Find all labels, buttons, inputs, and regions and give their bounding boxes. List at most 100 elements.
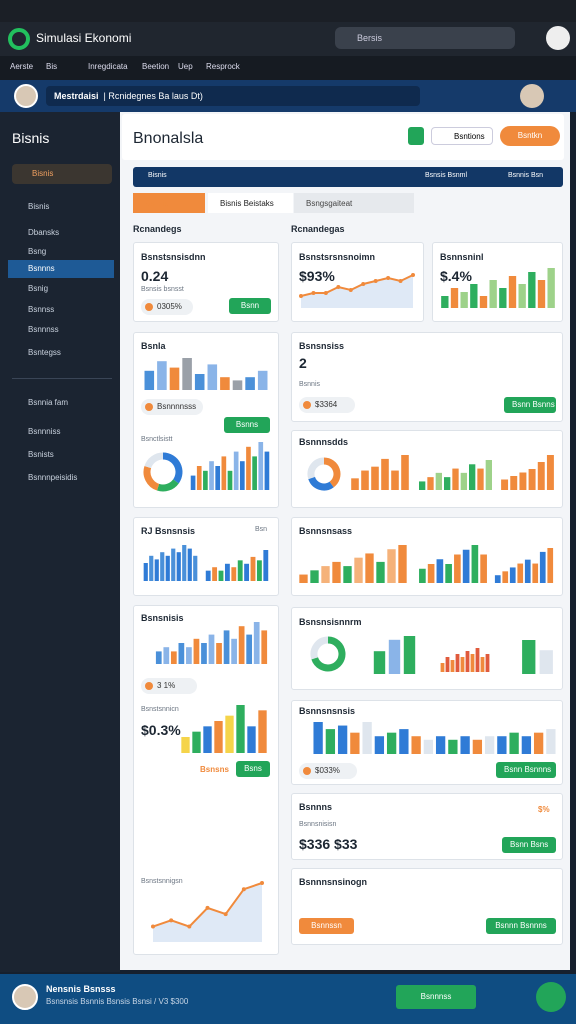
bar [475, 648, 480, 672]
value: $0.3% [141, 722, 181, 738]
bar [532, 563, 539, 583]
user-field[interactable]: Mestrdaisi | Rcnidegnes Ba laus Dt) [46, 86, 420, 106]
title: Bsnsnsisnnrm [299, 617, 362, 627]
bar [143, 563, 148, 581]
sidebar-item[interactable]: Bsnnia fam [28, 398, 69, 407]
bar [337, 725, 348, 754]
bar [258, 442, 264, 490]
bar [244, 563, 250, 581]
bar [221, 456, 227, 490]
avatar [12, 984, 38, 1010]
bar [194, 374, 205, 390]
bar [154, 559, 159, 581]
tab[interactable]: Bisnis Beistaks [208, 193, 293, 213]
button[interactable]: Bsnn [229, 298, 271, 314]
donut-slice [310, 636, 329, 660]
sidebar-item[interactable]: Bsnnns [8, 260, 114, 278]
bar [509, 732, 519, 754]
bar [374, 736, 385, 754]
bar [237, 560, 243, 581]
sidebar-item[interactable]: Bsnists [28, 450, 54, 459]
pill: 0305% [141, 299, 193, 315]
point [241, 887, 246, 892]
tab[interactable]: Bsngsgaiteat [294, 193, 414, 213]
menu-item[interactable]: Resprock [206, 62, 240, 71]
fab[interactable] [536, 982, 566, 1012]
donut-slice [323, 457, 341, 488]
sidebar-item[interactable]: Bsnnnss [28, 325, 59, 334]
point [151, 924, 155, 929]
bar [480, 554, 487, 583]
button[interactable]: Bsnn Bsns [502, 837, 556, 853]
button[interactable]: Bsnnssn [299, 918, 354, 934]
bar [539, 650, 553, 674]
button[interactable]: Bsnn Bsnnns [496, 762, 556, 778]
bar [494, 575, 501, 583]
bar [524, 559, 531, 583]
menu-item[interactable]: Inregdicata [88, 62, 128, 71]
bar [485, 460, 492, 490]
bar [387, 549, 396, 583]
search[interactable]: Bersis [335, 27, 515, 49]
bar [325, 729, 336, 754]
bar [190, 475, 196, 490]
bar [470, 654, 475, 672]
bar [201, 643, 207, 664]
mini-chart [155, 622, 268, 664]
bar [250, 556, 256, 581]
bar [435, 472, 442, 490]
header-button[interactable]: Bsntkn [500, 126, 560, 146]
bar [181, 737, 190, 753]
bar [157, 361, 167, 390]
donut-slice [156, 479, 179, 492]
menu-item[interactable]: Bis [46, 62, 58, 71]
bar [485, 654, 490, 672]
mini-chart [522, 640, 553, 674]
button[interactable]: Bsnns [224, 417, 270, 433]
subtitle: Bsnctlsistt [141, 436, 173, 443]
bar [477, 468, 484, 490]
sidebar-item[interactable]: Bsng [28, 247, 47, 256]
bar [192, 731, 201, 753]
sidebar-item[interactable]: Bsnnss [28, 305, 55, 314]
point [336, 285, 341, 289]
button[interactable]: Bsnn Bsnns [504, 397, 556, 413]
tab[interactable]: Bsnsis [133, 193, 205, 213]
bar [427, 564, 435, 583]
subtitle: Bsnstsnnigsn [141, 878, 183, 885]
sidebar-item[interactable]: Bsnig [28, 284, 49, 293]
title: Bsnsnsiss [299, 341, 345, 351]
sidebar-item[interactable]: Bisnis [28, 202, 50, 211]
button[interactable]: Bsns [236, 761, 270, 777]
bar [444, 477, 451, 490]
icon-button [408, 127, 424, 145]
menu-item[interactable]: Beetion [142, 62, 170, 71]
bar [216, 643, 222, 664]
bar [203, 470, 208, 490]
bar [403, 636, 416, 674]
sidebar-item[interactable]: Bsnnniss [28, 427, 61, 436]
bar [236, 705, 245, 753]
footer-name: Nensnis Bsnsss [46, 984, 116, 994]
menu-item[interactable]: Uep [178, 62, 193, 71]
button[interactable]: Bsnnn Bsnnns [486, 918, 556, 934]
sidebar-item[interactable]: Dbansks [28, 228, 60, 237]
bar [509, 567, 516, 583]
bar [232, 380, 243, 390]
sidebar-item[interactable]: Bsnnnpeisidis [28, 473, 78, 482]
header-button[interactable]: Bsntions [431, 127, 493, 145]
sidebar-item[interactable]: Bisnis [12, 164, 112, 184]
avatar[interactable] [546, 26, 570, 50]
mini-chart [299, 273, 415, 308]
bar [537, 280, 546, 308]
bar [299, 574, 308, 583]
point [386, 276, 391, 280]
bar [501, 479, 509, 490]
footer-button[interactable]: Bsnnnss [396, 985, 476, 1009]
bar [547, 268, 555, 308]
bar [171, 548, 176, 581]
value: 0.24 [141, 268, 169, 284]
sidebar-item[interactable]: Bsntegss [28, 348, 61, 357]
menu-item[interactable]: Aerste [10, 62, 34, 71]
value: $336 $33 [299, 836, 358, 852]
